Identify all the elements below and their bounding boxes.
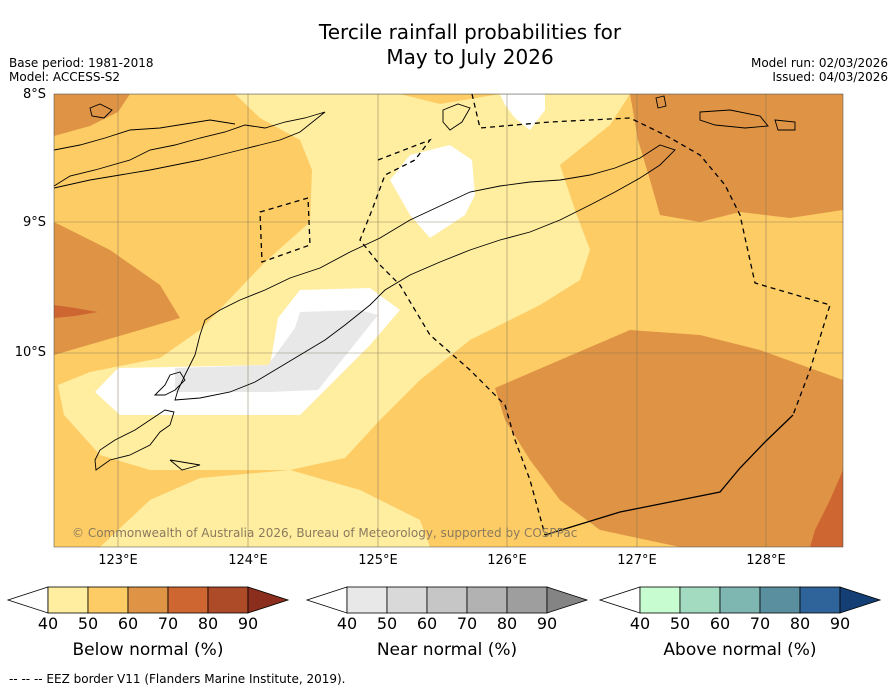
lon-label-127e: 127°E (617, 553, 657, 568)
colorbar-below-tick: 50 (77, 614, 99, 633)
eez-note: -- -- -- EEZ border V11 (Flanders Marine… (9, 672, 346, 686)
near-normal-40-50 (175, 310, 378, 392)
lon-label-128e: 128°E (746, 553, 786, 568)
colorbar-below-bin-1 (87, 586, 129, 614)
band-below-40-n (390, 145, 475, 238)
colorbar-above-bin-4 (799, 586, 841, 614)
lon-label-125e: 125°E (358, 553, 398, 568)
band-60-70-ne (630, 94, 843, 222)
colorbar-above-bin-1 (679, 586, 721, 614)
colorbar-below-under (6, 586, 49, 614)
colorbar-above-label: Above normal (%) (663, 640, 817, 660)
eez-border (259, 94, 831, 536)
probability-map (54, 94, 843, 547)
colorbar-near-under (305, 586, 348, 614)
colorbar-above-under (598, 586, 641, 614)
band-60-70-w (54, 222, 180, 355)
map-frame (53, 93, 844, 548)
title-line-1: Tercile rainfall probabilities for (318, 20, 622, 44)
colorbar-below-bin-0 (47, 586, 89, 614)
colorbar-below-bin-4 (207, 586, 249, 614)
colorbar-near-tick: 70 (456, 614, 478, 633)
meta-left: Base period: 1981-2018 Model: ACCESS-S2 (9, 56, 154, 84)
colorbar-below-tick: 90 (237, 614, 259, 633)
colorbar-above-tick: 90 (829, 614, 851, 633)
colorbar-near-tick: 50 (376, 614, 398, 633)
issued-date: Issued: 04/03/2026 (772, 70, 888, 84)
colorbar-above-tick: 60 (709, 614, 731, 633)
colorbar-near-label: Near normal (%) (376, 640, 518, 660)
band-below-40-ne (500, 94, 545, 130)
map-title: Tercile rainfall probabilities for May t… (0, 20, 896, 70)
colorbar-below-bin-3 (167, 586, 209, 614)
lon-label-124e: 124°E (228, 553, 268, 568)
title-line-2: May to July 2026 (386, 45, 554, 69)
lat-label-9s: 9°S (22, 215, 46, 230)
colorbars (6, 586, 882, 614)
colorbar-near-tick: 90 (536, 614, 558, 633)
model-run: Model run: 02/03/2026 (750, 56, 888, 70)
colorbar-below-over (247, 586, 290, 614)
lat-label-10s: 10°S (14, 345, 46, 360)
copyright-notice: © Commonwealth of Australia 2026, Bureau… (72, 526, 578, 540)
colorbar-below-tick: 80 (197, 614, 219, 633)
colorbar-near-bin-2 (426, 586, 468, 614)
colorbar-near-bin-1 (386, 586, 428, 614)
colorbar-above-tick: 40 (629, 614, 651, 633)
colorbar-near-over (546, 586, 589, 614)
colorbar-above-tick: 70 (749, 614, 771, 633)
colorbar-below-tick: 70 (157, 614, 179, 633)
colorbar-above-tick: 80 (789, 614, 811, 633)
graticule (54, 94, 843, 547)
lon-label-123e: 123°E (98, 553, 138, 568)
colorbar-below-label: Below normal (%) (72, 640, 224, 660)
colorbar-above-over (839, 586, 882, 614)
colorbar-near-bin-3 (466, 586, 508, 614)
colorbar-near-tick: 60 (416, 614, 438, 633)
band-40-50-s (100, 470, 430, 547)
colorbar-below-tick: 40 (37, 614, 59, 633)
band-70-80-w (54, 305, 98, 318)
lon-label-126e: 126°E (487, 553, 527, 568)
colorbar-near-tick: 40 (336, 614, 358, 633)
colorbar-below-tick: 60 (117, 614, 139, 633)
colorbar-above-bin-0 (639, 586, 681, 614)
colorbar-above-tick: 50 (669, 614, 691, 633)
meta-right: Model run: 02/03/2026 Issued: 04/03/2026 (751, 56, 888, 84)
colorbar-above-bin-3 (759, 586, 801, 614)
model-name: Model: ACCESS-S2 (9, 70, 121, 84)
band-70-80-se (810, 470, 843, 547)
colorbar-above-bin-2 (719, 586, 761, 614)
colorbar-near-tick: 80 (496, 614, 518, 633)
coastline (54, 95, 796, 471)
colorbar-near-bin-4 (506, 586, 548, 614)
eez-border-solid (544, 414, 794, 536)
colorbar-near-bin-0 (346, 586, 388, 614)
colorbar-below-bin-2 (127, 586, 169, 614)
base-period: Base period: 1981-2018 (9, 56, 154, 70)
lat-label-8s: 8°S (22, 87, 46, 102)
band-60-70-se (495, 330, 843, 547)
